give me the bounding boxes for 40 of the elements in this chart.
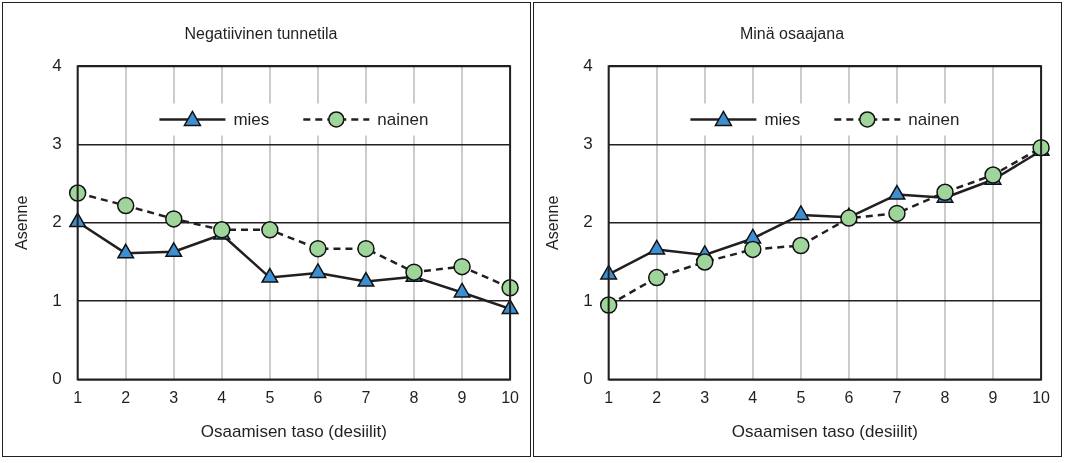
x-tick-label: 10 [501, 389, 520, 407]
x-tick-label: 2 [652, 389, 662, 407]
y-tick-label: 3 [52, 134, 62, 154]
x-tick-label: 7 [892, 389, 902, 407]
chart-title: Negatiivinen tunnetila [184, 25, 338, 43]
x-axis-title: Osaamisen taso (desiilit) [731, 422, 918, 442]
x-tick-label: 2 [121, 389, 131, 407]
x-tick-label: 9 [457, 389, 467, 407]
y-tick-label: 4 [52, 55, 62, 75]
legend-label: nainen [908, 110, 960, 130]
y-tick-label: 1 [52, 290, 62, 310]
x-tick-label: 4 [217, 389, 227, 407]
legend-label: mies [233, 110, 270, 130]
x-tick-label: 5 [796, 389, 806, 407]
y-tick-label: 0 [52, 369, 62, 389]
x-tick-label: 4 [748, 389, 758, 407]
x-tick-label: 10 [1032, 389, 1051, 407]
y-axis-title: Asenne [13, 195, 31, 250]
x-tick-label: 9 [988, 389, 998, 407]
chart-title: Minä osaajana [739, 25, 845, 43]
legend-label: nainen [377, 110, 429, 130]
x-tick-label: 1 [604, 389, 614, 407]
x-tick-label: 6 [844, 389, 854, 407]
x-tick-label: 7 [361, 389, 371, 407]
x-tick-label: 1 [73, 389, 83, 407]
y-tick-label: 0 [583, 369, 593, 389]
y-tick-label: 1 [583, 290, 593, 310]
x-tick-label: 3 [169, 389, 179, 407]
x-tick-label: 6 [313, 389, 323, 407]
x-tick-label: 3 [700, 389, 710, 407]
y-tick-label: 2 [52, 212, 62, 232]
y-axis-title: Asenne [544, 195, 562, 250]
x-tick-label: 8 [409, 389, 419, 407]
y-tick-label: 2 [583, 212, 593, 232]
y-tick-label: 3 [583, 134, 593, 154]
legend-label: mies [764, 110, 801, 130]
y-tick-label: 4 [583, 55, 593, 75]
x-tick-label: 8 [940, 389, 950, 407]
x-tick-label: 5 [265, 389, 275, 407]
x-axis-title: Osaamisen taso (desiilit) [200, 422, 387, 442]
